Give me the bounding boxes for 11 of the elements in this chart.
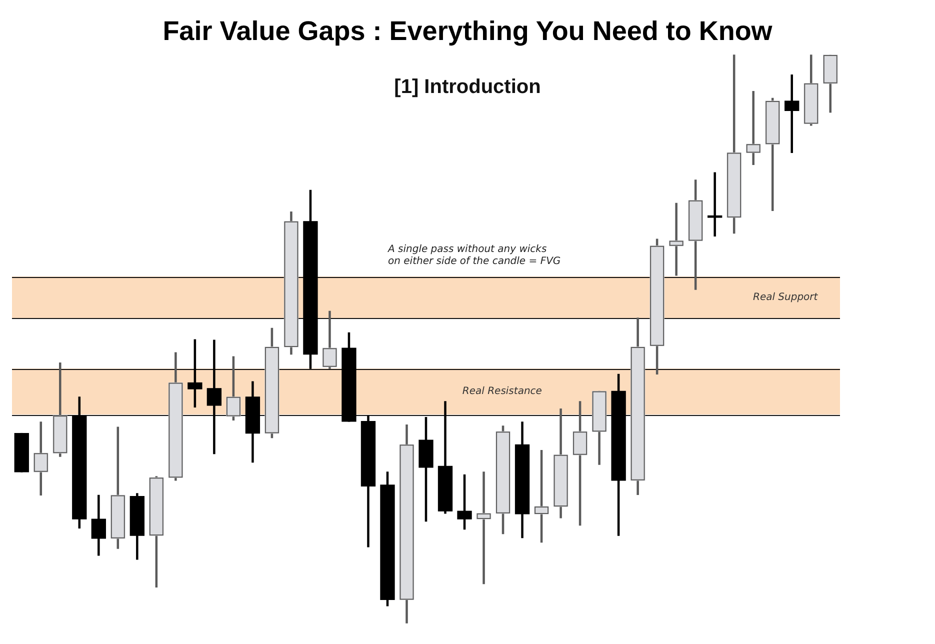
candlestick	[206, 340, 222, 454]
candlestick	[708, 172, 722, 237]
chart-title: Fair Value Gaps : Everything You Need to Know	[162, 15, 774, 47]
candlestick	[668, 202, 684, 276]
annotation: A single pass without any wicks on either side of the candle = FVG	[388, 244, 561, 268]
candlestick	[784, 74, 800, 154]
band-label: Real Resistance	[462, 386, 542, 398]
text: [1] Introduction	[393, 75, 542, 99]
candlestick	[746, 91, 761, 165]
candlestick	[476, 472, 492, 584]
band-label: Real Support	[752, 292, 819, 303]
